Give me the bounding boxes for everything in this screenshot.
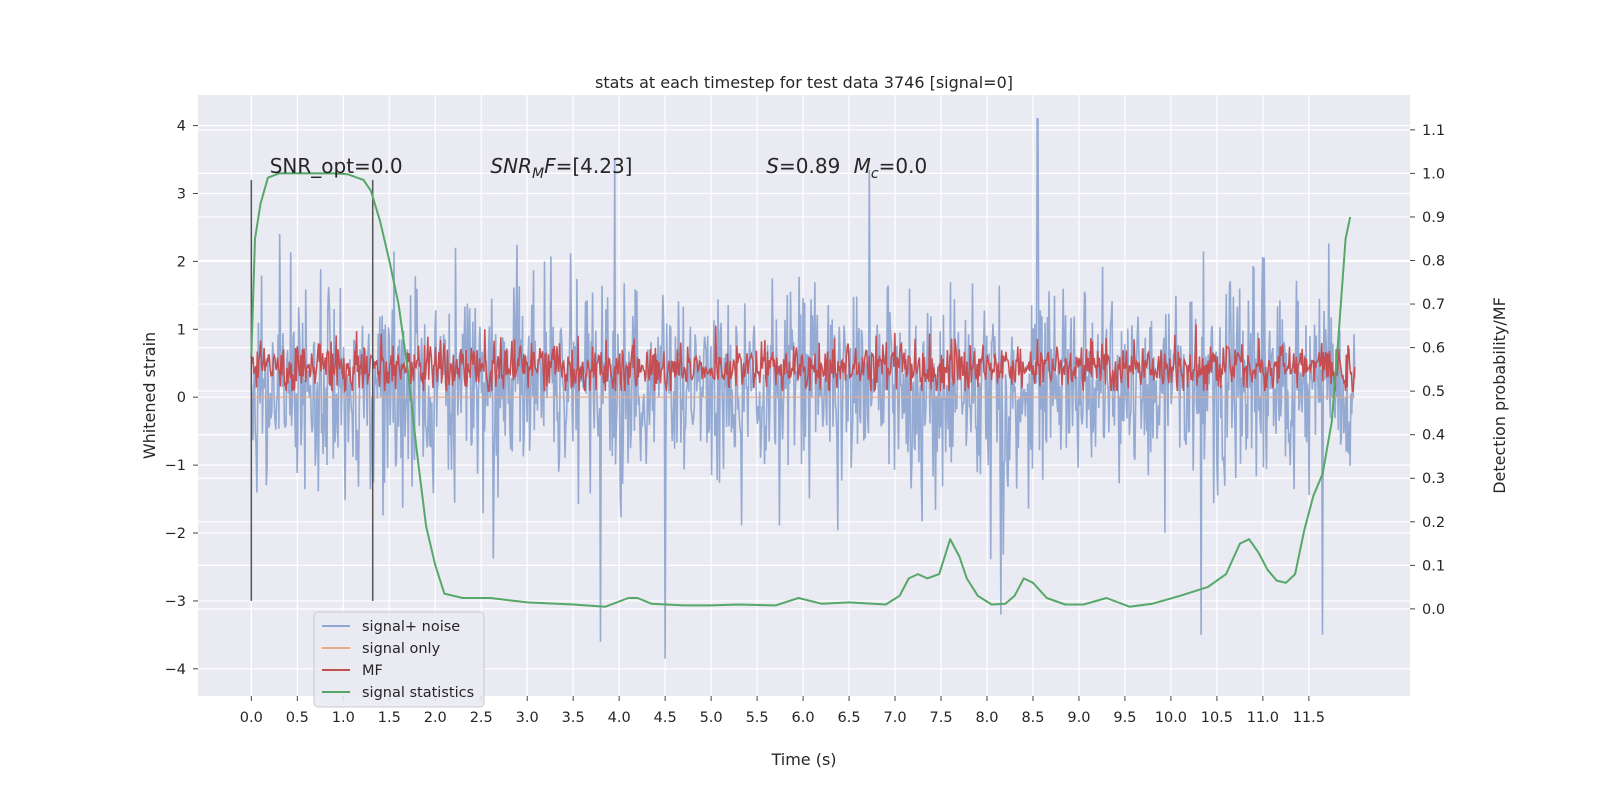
x-tick-label: 0.0 [240,710,263,726]
annotation-s-number: =0.89 [779,154,840,178]
legend-label: signal statistics [362,685,474,701]
annotation-snr-mf-f: F [544,154,556,178]
legend-box [313,611,485,708]
y-left-tick-label: −2 [165,526,186,542]
x-tick-label: 2.0 [424,710,447,726]
y-axis-right-label: Detection probability/MF [1490,297,1509,494]
y-right-tick-label: 0.2 [1422,515,1445,531]
x-tick-label: 7.5 [929,710,952,726]
y-right-tick-label: 0.7 [1422,297,1445,313]
y-left-tick-label: 4 [177,119,186,135]
annotation-mc-symbol: M [854,154,871,178]
y-right-tick-label: 0.5 [1422,384,1445,400]
annotation-s-value: S=0.89 [766,154,840,178]
x-tick-label: 10.5 [1201,710,1233,726]
y-left-tick-label: −4 [165,662,186,678]
x-tick-label: 2.5 [470,710,493,726]
signal-noise-line [250,118,1356,659]
x-tick-label: 0.5 [286,710,309,726]
y-right-tick-label: 1.0 [1422,166,1445,182]
x-tick-label: 1.0 [332,710,355,726]
x-tick-label: 8.0 [975,710,998,726]
x-tick-label: 4.5 [654,710,677,726]
x-tick-label: 9.5 [1113,710,1136,726]
x-tick-label: 11.5 [1293,710,1325,726]
y-right-tick-label: 0.0 [1422,602,1445,618]
x-tick-label: 3.0 [516,710,539,726]
y-left-tick-label: −3 [165,594,186,610]
annotation-s-symbol: S [766,154,779,178]
annotation-mc-number: =0.0 [879,154,928,178]
marker-lines [250,172,1352,608]
y-right-tick-label: 0.3 [1422,471,1445,487]
x-tick-label: 9.0 [1067,710,1090,726]
annotation-mc-sub: c [871,166,879,182]
x-tick-label: 5.5 [746,710,769,726]
x-axis-label: Time (s) [770,750,836,769]
annotation-snr-mf-sub: M [532,166,544,182]
y-right-tick-label: 0.8 [1422,253,1445,269]
annotations: SNR_opt=0.0 SNRMF=[4.23] S=0.89 Mc=0.0 [270,154,927,182]
annotation-snr-mf-main: SNR [490,154,532,178]
y-left-tick-label: −1 [165,458,186,474]
annotation-snr-opt: SNR_opt=0.0 [270,154,403,178]
signal-statistics-line [250,172,1352,608]
series-layer [250,118,1356,659]
y-right-tick-label: 0.6 [1422,341,1445,357]
x-tick-label: 1.5 [378,710,401,726]
y-right-tick-label: 0.4 [1422,428,1445,444]
chart-title: stats at each timestep for test data 374… [595,73,1013,92]
x-tick-label: 11.0 [1247,710,1279,726]
tick-layer: 0.0 0.5 1.0 1.5 2.0 2.5 3.0 3.5 4.0 4.5 5.0 5.5 6.0 6… [165,119,1445,726]
x-tick-label: 7.0 [884,710,907,726]
legend-entries: signal+ noise signal only MF signal statist… [322,619,474,701]
y-right-tick-label: 0.9 [1422,210,1445,226]
x-tick-label: 6.0 [792,710,815,726]
x-tick-label: 4.0 [608,710,631,726]
mf-line [250,324,1356,394]
x-tick-label: 10.0 [1155,710,1187,726]
annotation-snr-mf-value: =[4.23] [556,154,633,178]
y-left-tick-label: 1 [177,322,186,338]
y-right-tick-label: 1.1 [1422,123,1445,139]
y-left-tick-label: 3 [177,186,186,202]
annotation-mc-value: Mc=0.0 [854,154,928,182]
x-tick-label: 5.0 [700,710,723,726]
y-left-tick-label: 0 [177,390,186,406]
annotation-snr-mf: SNRMF=[4.23] [490,154,632,182]
x-tick-label: 3.5 [562,710,585,726]
legend-label: signal+ noise [362,619,460,635]
x-tick-label: 6.5 [838,710,861,726]
legend-label: MF [362,663,383,679]
x-tick-label: 8.5 [1021,710,1044,726]
y-right-tick-label: 0.1 [1422,558,1445,574]
legend: signal+ noise signal only MF signal statist… [313,611,485,708]
y-axis-left-label: Whitened strain [140,332,159,459]
legend-label: signal only [362,641,441,657]
y-left-tick-label: 2 [177,254,186,270]
